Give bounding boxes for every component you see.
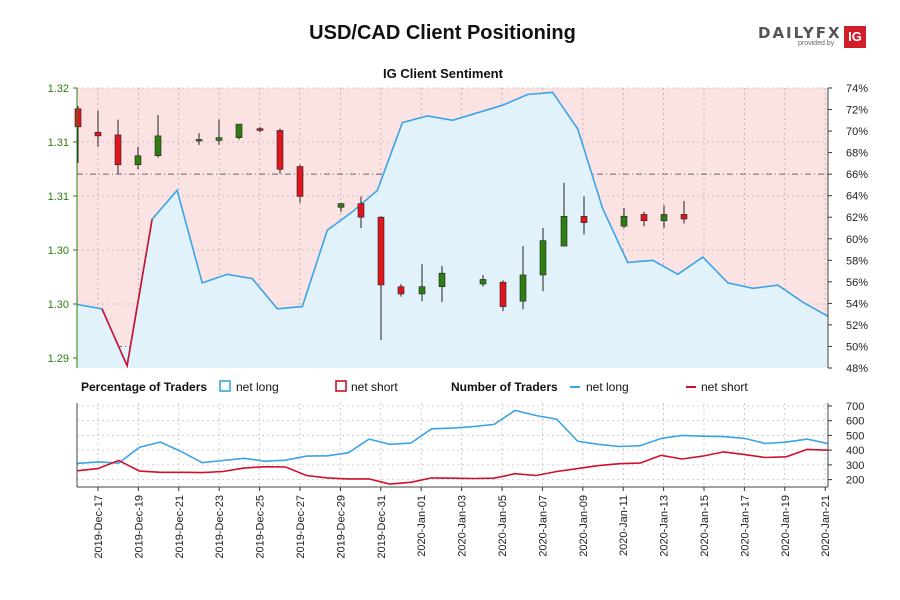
legend-net-short-box [335,380,347,392]
legend-number-net-short-label: net short [701,380,748,394]
dailyfx-logo: DAILYFX provided by IG [758,24,868,48]
left-axis-tick-label: 1.30 [48,245,69,257]
candle-body [134,155,142,166]
candle-body [499,281,507,307]
right-axis-tick-label: 60% [846,234,868,246]
candle-body [215,137,223,141]
candle-body [94,131,102,137]
chart-subtitle: IG Client Sentiment [383,66,504,81]
left-axis-tick-label: 1.29 [48,353,69,365]
candle-body [640,214,648,222]
lower-right-tick-label: 600 [846,416,864,428]
candle-body [154,135,162,157]
right-axis-tick-label: 74% [846,83,868,95]
left-axis-tick-label: 1.32 [48,83,69,95]
lower-right-tick-label: 700 [846,401,864,413]
candle-body [519,274,527,302]
net-long-pct-line [76,91,829,369]
net-long-area [77,92,828,369]
candle-body [256,128,264,131]
right-axis-tick-label: 48% [846,363,868,375]
right-axis-tick-label: 50% [846,341,868,353]
x-axis-tick-label: 2020-Jan-05 [497,495,509,557]
lower-right-tick-label: 500 [846,430,864,442]
candle-body [195,139,203,142]
legend-net-short-label: net short [351,380,398,394]
legend-percentage-title: Percentage of Traders [81,380,207,394]
x-axis-tick-label: 2020-Jan-03 [457,495,469,557]
candle-body [418,286,426,295]
left-axis-tick-label: 1.30 [48,299,69,311]
right-axis-tick-label: 70% [846,126,868,138]
net-short-pct-segment [101,219,153,369]
legend-net-long-label: net long [236,380,279,394]
x-axis-tick-label: 2019-Dec-23 [214,495,226,559]
candle-body [357,203,365,218]
x-axis-tick-label: 2020-Jan-21 [820,495,832,557]
x-axis-tick-label: 2019-Dec-25 [255,495,267,559]
candle-body [114,134,122,166]
logo-subtext: provided by [798,40,835,47]
x-axis-tick-label: 2019-Dec-19 [133,495,145,559]
x-axis-tick-label: 2019-Dec-29 [335,495,347,559]
candle-body [235,123,243,138]
candle-body [660,214,668,222]
x-axis-tick-label: 2020-Jan-11 [618,495,630,556]
x-axis-tick-label: 2020-Jan-17 [739,495,751,557]
x-axis-tick-label: 2020-Jan-13 [659,495,671,557]
left-axis-tick-label: 1.31 [48,191,69,203]
lower-right-tick-label: 400 [846,445,864,457]
candle-body [276,130,284,170]
traders-net-long-line [76,409,829,465]
candle-body [580,215,588,223]
candle-body [397,286,405,295]
lower-right-tick-label: 300 [846,460,864,472]
candle-body [620,215,628,227]
candle-body [296,166,304,197]
candle-body [560,215,568,247]
right-axis-tick-label: 62% [846,212,868,224]
candle-body [377,216,385,286]
right-axis-tick-label: 66% [846,169,868,181]
x-axis-tick-label: 2020-Jan-19 [780,495,792,557]
lower-right-tick-label: 200 [846,475,864,487]
right-axis-tick-label: 56% [846,277,868,289]
x-axis-tick-label: 2020-Jan-15 [699,495,711,557]
page-title: USD/CAD Client Positioning [309,22,576,44]
candle-body [337,203,345,208]
x-axis-tick-label: 2019-Dec-17 [93,495,105,559]
candle-body [539,240,547,276]
right-axis-tick-label: 54% [846,298,868,310]
traders-net-short-line [76,448,829,485]
candle-body [74,108,82,128]
logo-text: DAILYFX [758,24,842,42]
legend-number-title: Number of Traders [451,380,558,394]
candle-body [438,272,446,288]
right-axis-tick-label: 72% [846,105,868,117]
right-axis-tick-label: 58% [846,255,868,267]
x-axis-tick-label: 2020-Jan-01 [416,495,428,557]
x-axis-tick-label: 2019-Dec-21 [174,495,186,559]
candle-body [680,214,688,220]
legend-number-net-long-label: net long [586,380,629,394]
right-axis-tick-label: 68% [846,148,868,160]
right-axis-tick-label: 64% [846,191,868,203]
left-axis-tick-label: 1.31 [48,137,69,149]
x-axis-tick-label: 2020-Jan-09 [578,495,590,557]
ig-badge: IG [844,26,866,48]
legend-net-long-box [219,380,231,392]
right-axis-tick-label: 52% [846,320,868,332]
candle-body [479,279,487,285]
x-axis-tick-label: 2019-Dec-31 [376,495,388,559]
x-axis-tick-label: 2020-Jan-07 [537,495,549,557]
x-axis-tick-label: 2019-Dec-27 [295,495,307,559]
